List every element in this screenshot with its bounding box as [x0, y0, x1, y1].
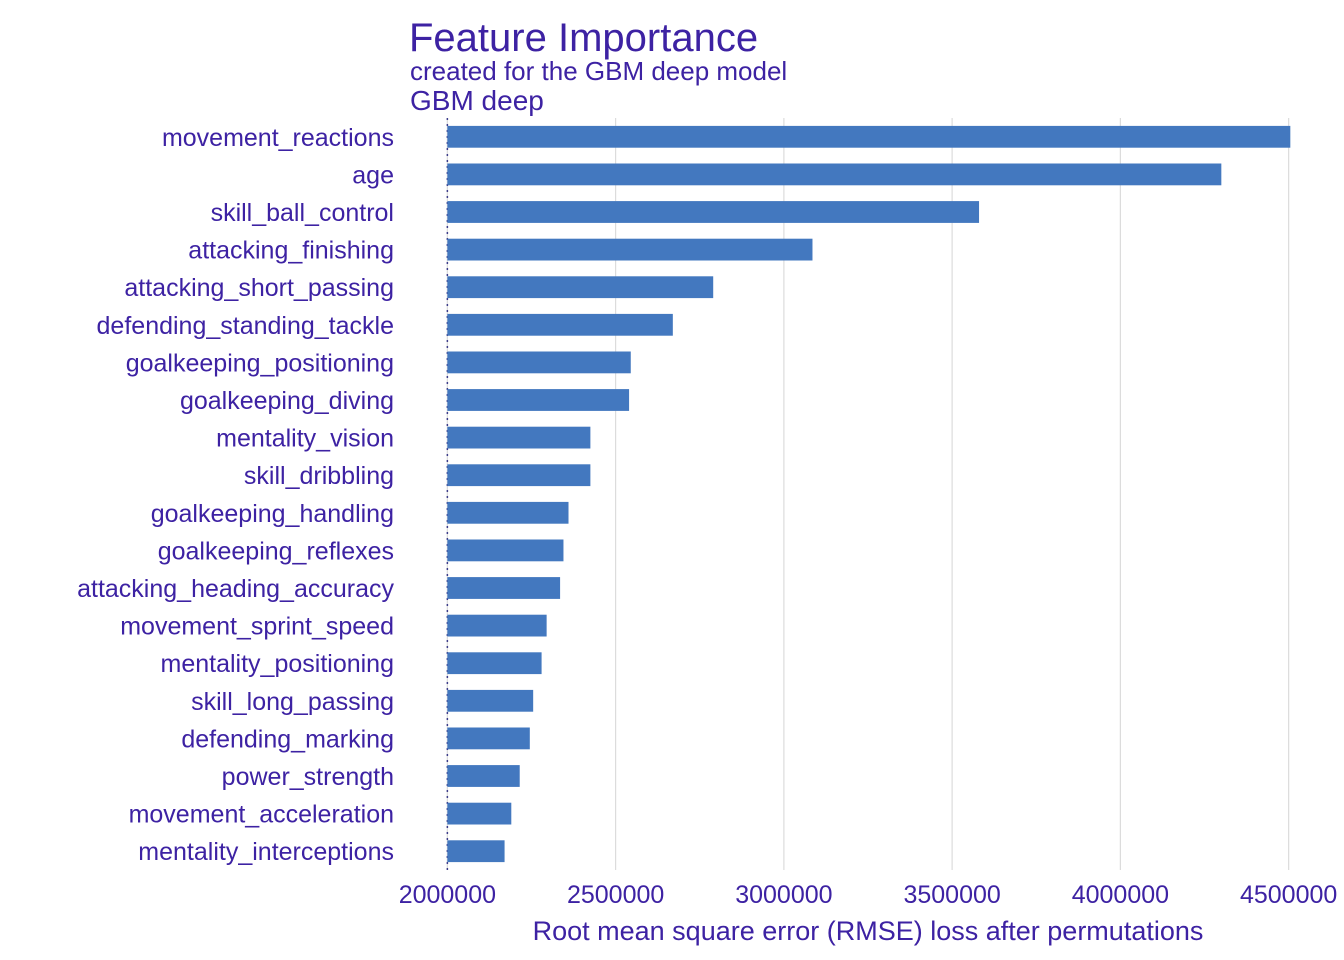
bar-movement_acceleration: [447, 802, 512, 825]
category-label: skill_ball_control: [211, 199, 394, 227]
category-label: goalkeeping_diving: [180, 387, 394, 415]
bar-skill_dribbling: [447, 464, 591, 487]
bar-attacking_heading_accuracy: [447, 577, 561, 599]
category-label: mentality_interceptions: [138, 838, 394, 866]
category-label: mentality_vision: [216, 425, 394, 453]
bars: [447, 125, 1291, 863]
bar-goalkeeping_diving: [447, 389, 630, 411]
x-tick-labels: 2000000 2500000 3000000 3500000 4000000 45000…: [399, 881, 1338, 909]
bar-mentality_vision: [447, 426, 591, 449]
bar-power_strength: [447, 765, 520, 787]
category-label: attacking_finishing: [188, 237, 394, 265]
bar-defending_standing_tackle: [447, 313, 673, 336]
category-label: power_strength: [222, 763, 394, 791]
x-tick-label: 2500000: [567, 881, 664, 909]
category-label: goalkeeping_handling: [151, 500, 394, 528]
bar-movement_sprint_speed: [447, 614, 547, 637]
category-label: mentality_positioning: [161, 650, 394, 678]
bar-mentality_interceptions: [447, 840, 505, 863]
x-tick-label: 3500000: [903, 881, 1000, 909]
category-label: defending_marking: [181, 725, 394, 753]
category-label: movement_reactions: [162, 124, 394, 152]
category-label: skill_dribbling: [244, 462, 394, 490]
category-label: movement_acceleration: [129, 801, 394, 829]
x-axis-title: Root mean square error (RMSE) loss after…: [533, 916, 1204, 946]
category-label: attacking_short_passing: [124, 274, 394, 302]
x-tick-label: 4500000: [1240, 881, 1337, 909]
bar-skill_long_passing: [447, 689, 534, 712]
category-label: skill_long_passing: [191, 688, 394, 716]
x-tick-label: 4000000: [1072, 881, 1169, 909]
bar-goalkeeping_handling: [447, 501, 569, 524]
category-label: defending_standing_tackle: [97, 312, 394, 340]
bar-movement_reactions: [447, 125, 1291, 148]
bar-attacking_short_passing: [447, 276, 714, 299]
bar-goalkeeping_reflexes: [447, 539, 564, 562]
x-tick-label: 2000000: [399, 881, 496, 909]
bar-skill_ball_control: [447, 201, 980, 223]
category-label: movement_sprint_speed: [120, 613, 394, 641]
x-tick-label: 3000000: [735, 881, 832, 909]
bar-defending_marking: [447, 727, 530, 750]
bar-age: [447, 163, 1222, 186]
chart-title: Feature Importance: [409, 16, 758, 60]
category-label: attacking_heading_accuracy: [77, 575, 394, 603]
category-label: age: [352, 161, 394, 189]
category-label: goalkeeping_positioning: [126, 349, 394, 377]
bar-goalkeeping_positioning: [447, 351, 631, 374]
category-label: goalkeeping_reflexes: [158, 537, 394, 565]
bar-mentality_positioning: [447, 652, 542, 675]
panel-label: GBM deep: [410, 85, 544, 116]
chart-subtitle: created for the GBM deep model: [410, 56, 787, 86]
grid-lines: [446, 118, 1290, 870]
bar-attacking_finishing: [447, 238, 813, 261]
